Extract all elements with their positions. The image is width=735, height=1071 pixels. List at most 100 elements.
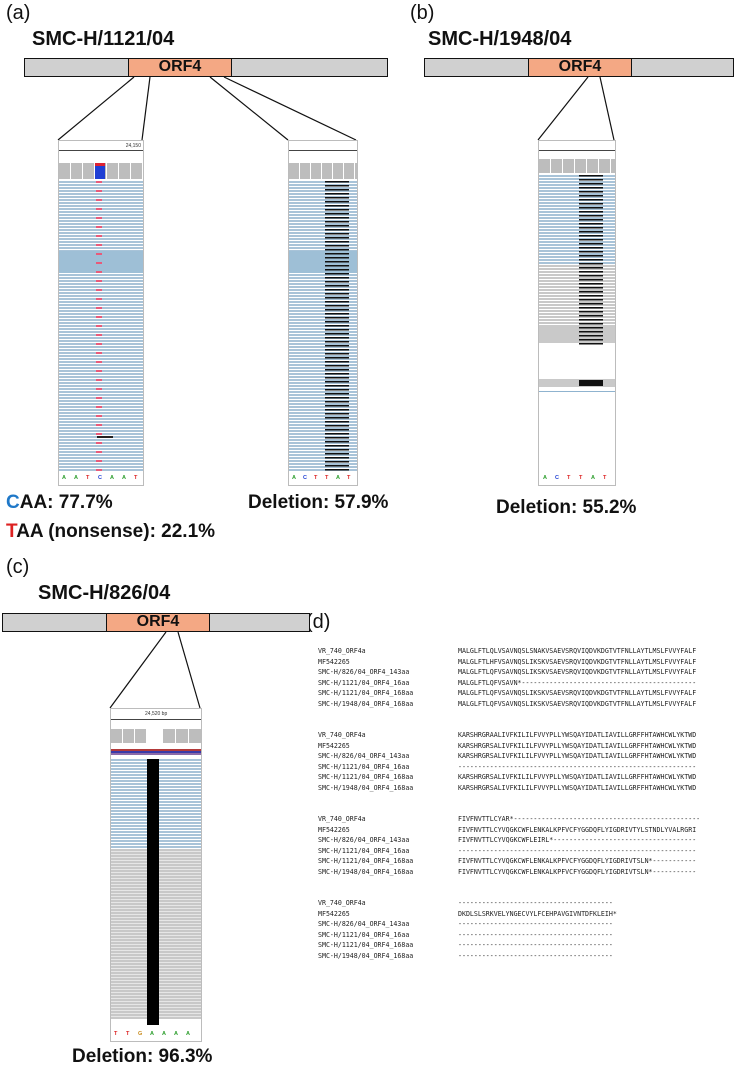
- sequence-residues: KARSHRGRSALIVFKILILFVVYPLLYWSQAYIDATLIAV…: [458, 741, 697, 750]
- sequence-residues: KARSHRGRSALIVFKILILFVVYPLLYWSQAYIDATLIAV…: [458, 752, 697, 760]
- alignment-row: SMC-H/826/04_ORF4_143aa -----------------…: [318, 919, 617, 930]
- sequence-residues: DKDLSLSRKVELYNGECVYLFCEHPAVGIVNTDFKLEIH*: [458, 909, 617, 918]
- sequence-name: SMC-H/1948/04_ORF4_168aa: [318, 867, 414, 876]
- alignment-row: VR_740_ORF4a FIVFNVTTLCYAR*--------------…: [318, 814, 700, 825]
- sequence-residues: ---------------------------------------: [458, 899, 613, 907]
- sequence-residues: FIVFNVTTLCYAR*--------------------------…: [458, 815, 701, 823]
- track-c-bases: T T G A A A A: [114, 1031, 190, 1037]
- alignment-row: VR_740_ORF4a KARSHRGRAALIVFKILILFVVYPLLYW…: [318, 730, 696, 741]
- panel-label-d: (d): [306, 611, 331, 633]
- alignment-row: MF542265 FIVFNVTTLCYVQGKCWFLENKALKPFVCFYG…: [318, 825, 700, 836]
- sequence-name: VR_740_ORF4a: [318, 731, 366, 739]
- stat-deletion-c: Deletion: 96.3%: [72, 1046, 213, 1067]
- sequence-name: SMC-H/826/04_ORF4_143aa: [318, 920, 410, 928]
- alignment-block: VR_740_ORF4a MALGLFTLQLVSAVNQSLSNAKVSAEVS…: [318, 646, 696, 709]
- alignment-row: SMC-H/1948/04_ORF4_168aa ----------------…: [318, 951, 617, 962]
- alignment-row: SMC-H/1121/04_ORF4_16aa -----------------…: [318, 846, 700, 857]
- alignment-row: VR_740_ORF4a MALGLFTLQLVSAVNQSLSNAKVSAEVS…: [318, 646, 696, 657]
- sequence-name: SMC-H/1121/04_ORF4_16aa: [318, 678, 410, 687]
- sequence-name: MF542265: [318, 909, 350, 918]
- orf4-box-a: ORF4: [128, 58, 232, 77]
- stat-deletion-a: Deletion: 57.9%: [248, 492, 389, 513]
- alignment-row: SMC-H/826/04_ORF4_143aa MALGLFTLQFVSAVNQS…: [318, 667, 696, 678]
- read-track-b: [538, 140, 616, 486]
- sequence-name: SMC-H/1121/04_ORF4_168aa: [318, 941, 414, 949]
- track-c-coordinate: 24,520 bp: [145, 711, 168, 717]
- sequence-name: SMC-H/1121/04_ORF4_16aa: [318, 930, 410, 939]
- sequence-name: SMC-H/826/04_ORF4_143aa: [318, 668, 410, 676]
- sample-title-b: SMC-H/1948/04: [428, 28, 572, 50]
- sequence-name: SMC-H/1121/04_ORF4_168aa: [318, 857, 414, 865]
- alignment-row: SMC-H/1121/04_ORF4_168aa KARSHRGRSALIVFKI…: [318, 772, 696, 783]
- sequence-residues: KARSHRGRSALIVFKILILFVVYPLLYWSQAYIDATLIAV…: [458, 783, 697, 792]
- alignment-row: SMC-H/1948/04_ORF4_168aa MALGLFTLQFVSAVNQ…: [318, 699, 696, 710]
- orf4-box-b: ORF4: [528, 58, 632, 77]
- sequence-residues: FIVFNVTTLCYVQGKCWFLENKALKPFVCFYGGDQFLYIG…: [458, 867, 697, 876]
- stat-taa: TAA (nonsense): 22.1%: [6, 521, 216, 542]
- alignment-row: MF542265 DKDLSLSRKVELYNGECVYLFCEHPAVGIVNT…: [318, 909, 617, 920]
- sequence-name: MF542265: [318, 825, 350, 834]
- alignment-row: SMC-H/826/04_ORF4_143aa FIVFNVTTLCYVQGKCW…: [318, 835, 700, 846]
- read-track-a-snp: 24,150: [58, 140, 144, 486]
- alignment-row: SMC-H/1121/04_ORF4_16aa MALGLFTLQFVSAVN*-…: [318, 678, 696, 689]
- sequence-residues: ----------------------------------------…: [458, 762, 697, 771]
- sequence-residues: ---------------------------------------: [458, 941, 613, 949]
- stat-deletion-b: Deletion: 55.2%: [496, 497, 637, 518]
- alignment-row: MF542265 MALGLFTLHFVSAVNQSLIKSKVSAEVSRQVI…: [318, 657, 696, 668]
- sequence-residues: ---------------------------------------: [458, 920, 613, 928]
- sample-title-a: SMC-H/1121/04: [32, 28, 175, 50]
- sequence-residues: KARSHRGRAALIVFKILILFVVYPLLYWSQAYIDATLIAV…: [458, 731, 697, 739]
- track-a-snp-coordinate: 24,150: [125, 143, 141, 149]
- alignment-block: VR_740_ORF4a FIVFNVTTLCYAR*--------------…: [318, 814, 700, 877]
- sequence-residues: KARSHRGRSALIVFKILILFVVYPLLYWSQAYIDATLIAV…: [458, 773, 697, 781]
- alignment-row: SMC-H/1121/04_ORF4_168aa ----------------…: [318, 940, 617, 951]
- sequence-residues: MALGLFTLQFVSAVN*------------------------…: [458, 678, 697, 687]
- sequence-residues: ---------------------------------------: [458, 951, 613, 960]
- sequence-residues: FIVFNVTTLCYVQGKCWFLENKALKPFVCFYGGDQFLYIG…: [458, 857, 697, 865]
- sequence-residues: MALGLFTLQLVSAVNQSLSNAKVSAEVSRQVIQDVKDGTV…: [458, 647, 697, 655]
- alignment-row: SMC-H/1121/04_ORF4_168aa FIVFNVTTLCYVQGKC…: [318, 856, 700, 867]
- track-b-bases: A C T T A T: [543, 475, 607, 481]
- sequence-residues: MALGLFTLQFVSAVNQSLIKSKVSAEVSRQVIQDVKDGTV…: [458, 668, 697, 676]
- alignment-row: SMC-H/1948/04_ORF4_168aa KARSHRGRSALIVFKI…: [318, 783, 696, 794]
- sequence-name: SMC-H/1121/04_ORF4_16aa: [318, 762, 410, 771]
- sequence-name: SMC-H/1121/04_ORF4_168aa: [318, 773, 414, 781]
- panel-label-b: (b): [410, 2, 435, 24]
- sequence-residues: ---------------------------------------: [458, 930, 613, 939]
- sequence-residues: ----------------------------------------…: [458, 846, 697, 855]
- alignment-row: SMC-H/1948/04_ORF4_168aa FIVFNVTTLCYVQGKC…: [318, 867, 700, 878]
- sample-title-c: SMC-H/826/04: [38, 582, 171, 604]
- sequence-name: SMC-H/1121/04_ORF4_168aa: [318, 689, 414, 697]
- alignment-row: SMC-H/826/04_ORF4_143aa KARSHRGRSALIVFKIL…: [318, 751, 696, 762]
- track-a-snp-bases: A A T C A A T: [62, 475, 138, 481]
- alignment-row: SMC-H/1121/04_ORF4_16aa -----------------…: [318, 930, 617, 941]
- sequence-name: MF542265: [318, 741, 350, 750]
- orf4-box-c: ORF4: [106, 613, 210, 632]
- track-a-deletion-bases: A C T T A T: [292, 475, 351, 481]
- sequence-name: SMC-H/1948/04_ORF4_168aa: [318, 699, 414, 708]
- alignment-block: VR_740_ORF4a KARSHRGRAALIVFKILILFVVYPLLYW…: [318, 730, 696, 793]
- sequence-residues: FIVFNVTTLCYVQGKCWFLENKALKPFVCFYGGDQFLYIG…: [458, 825, 697, 834]
- read-track-a-deletion: [288, 140, 358, 486]
- sequence-name: SMC-H/826/04_ORF4_143aa: [318, 836, 410, 844]
- alignment-row: SMC-H/1121/04_ORF4_168aa MALGLFTLQFVSAVNQ…: [318, 688, 696, 699]
- sequence-name: SMC-H/1948/04_ORF4_168aa: [318, 951, 414, 960]
- panel-label-c: (c): [6, 556, 30, 578]
- alignment-block: VR_740_ORF4a ----------------------------…: [318, 898, 617, 961]
- sequence-name: SMC-H/1948/04_ORF4_168aa: [318, 783, 414, 792]
- sequence-name: VR_740_ORF4a: [318, 647, 366, 655]
- sequence-residues: FIVFNVTTLCYVQGKCWFLEIRL*----------------…: [458, 836, 697, 844]
- read-track-c: 24,520 bp: [110, 708, 202, 1042]
- sequence-name: VR_740_ORF4a: [318, 815, 366, 823]
- sequence-residues: MALGLFTLQFVSAVNQSLIKSKVSAEVSRQVIQDVKDGTV…: [458, 699, 697, 708]
- alignment-row: SMC-H/1121/04_ORF4_16aa -----------------…: [318, 762, 696, 773]
- sequence-residues: MALGLFTLHFVSAVNQSLIKSKVSAEVSRQVIQDVKDGTV…: [458, 657, 697, 666]
- sequence-name: SMC-H/826/04_ORF4_143aa: [318, 752, 410, 760]
- alignment-row: MF542265 KARSHRGRSALIVFKILILFVVYPLLYWSQAY…: [318, 741, 696, 752]
- stat-caa: CAA: 77.7%: [6, 492, 113, 513]
- alignment-row: VR_740_ORF4a ----------------------------…: [318, 898, 617, 909]
- sequence-name: VR_740_ORF4a: [318, 899, 366, 907]
- stat-taa-text: AA (nonsense): 22.1%: [16, 521, 216, 542]
- panel-label-a: (a): [6, 2, 31, 24]
